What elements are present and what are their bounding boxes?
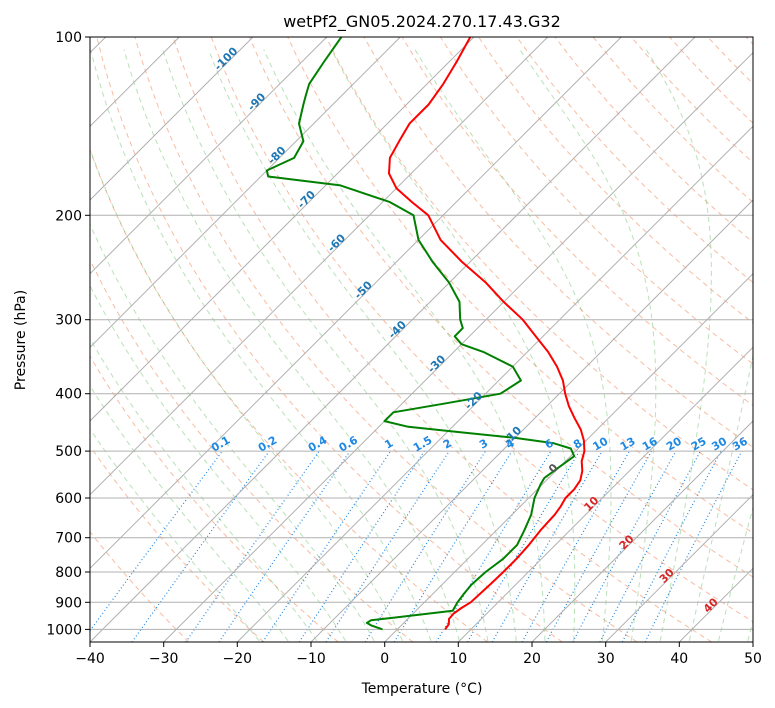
isotherm-line — [90, 37, 475, 422]
x-tick-label: −40 — [75, 651, 105, 667]
y-tick-label: 400 — [55, 387, 82, 403]
mixing-ratio-line — [218, 450, 351, 642]
y-tick-label: 1000 — [46, 622, 82, 638]
mixing-ratio-line — [325, 450, 450, 642]
x-tick-label: −30 — [149, 651, 179, 667]
dewpoint-profile-line — [265, 37, 576, 631]
mixing-ratio-line — [435, 450, 552, 642]
y-tick-label: 600 — [55, 491, 82, 507]
y-tick-label: 900 — [55, 595, 82, 611]
isotherm-line — [457, 346, 753, 642]
dry-adiabat-line — [516, 37, 753, 284]
y-tick-label: 100 — [55, 30, 82, 46]
moist-adiabat-line — [90, 384, 289, 642]
y-axis: 100 200 300 400 500 600 700 800 900 1000 — [46, 30, 90, 638]
mixing-ratio-line — [262, 450, 392, 642]
y-tick-label: 700 — [55, 531, 82, 547]
x-axis-title: Temperature (°C) — [361, 681, 483, 697]
moist-adiabat-line — [263, 49, 546, 641]
mixing-ratio-line — [599, 450, 702, 642]
moist-adiabat-line — [90, 427, 260, 642]
x-axis: −40 −30 −20 −10 0 10 20 30 40 50 — [75, 642, 762, 667]
plot-frame — [89, 36, 754, 643]
isotherm-line — [163, 51, 753, 642]
dry-adiabat-line — [401, 37, 753, 406]
mixing-ratio-line — [572, 450, 677, 642]
temperature-profile-line — [388, 37, 586, 630]
dry-adiabat-line — [439, 37, 753, 365]
y-axis-title: Pressure (hPa) — [13, 290, 29, 390]
mixing-ratio-line — [185, 450, 320, 642]
x-tick-label: 10 — [449, 651, 467, 667]
isotherm-line — [90, 37, 622, 570]
moist-adiabat-line — [330, 49, 576, 641]
x-tick-label: 50 — [744, 651, 762, 667]
mixing-ratio-line — [364, 450, 486, 642]
isotherm-line — [90, 37, 696, 642]
x-tick-label: 0 — [380, 651, 389, 667]
y-tick-label: 300 — [55, 313, 82, 329]
dry-adiabat-line — [210, 37, 753, 623]
plot-background — [90, 37, 753, 642]
mixing-ratio-line — [131, 450, 270, 642]
isotherm-line — [90, 37, 549, 496]
series-layer — [265, 37, 586, 631]
chart-title: wetPf2_GN05.2024.270.17.43.G32 — [283, 12, 561, 32]
dry-adiabat-line — [172, 37, 712, 642]
dry-adiabat-line — [90, 531, 190, 642]
y-tick-label: 200 — [55, 208, 82, 224]
isotherm-line — [310, 199, 753, 642]
y-tick-label: 500 — [55, 444, 82, 460]
dry-adiabat-line — [249, 37, 753, 578]
x-tick-label: 30 — [597, 651, 615, 667]
x-tick-label: −10 — [296, 651, 326, 667]
mixing-ratio-line — [644, 450, 743, 642]
dry-adiabat-line — [90, 355, 339, 642]
dry-adiabat-line — [134, 37, 638, 642]
mixing-ratio-line — [621, 450, 722, 642]
moist-adiabat-line — [90, 49, 432, 641]
moist-adiabat-line — [90, 222, 375, 642]
grid-lines — [90, 37, 753, 642]
background-lines — [90, 37, 753, 642]
moist-adiabat-line — [123, 49, 460, 641]
y-tick-label: 800 — [55, 565, 82, 581]
x-tick-label: 20 — [523, 651, 541, 667]
x-tick-label: −20 — [223, 651, 253, 667]
isotherm-line — [90, 37, 328, 275]
dry-adiabat-line — [90, 445, 264, 642]
moist-adiabat-line — [688, 353, 753, 641]
moist-adiabat-line — [414, 49, 612, 641]
isotherm-line — [90, 37, 254, 201]
isotherm-line — [605, 493, 753, 642]
dry-adiabat-line — [90, 148, 488, 642]
mixing-ratio-line — [298, 450, 425, 642]
mixing-ratio-line — [393, 450, 513, 642]
isotherm-line — [531, 420, 753, 642]
moist-adiabat-line — [162, 49, 489, 641]
isotherm-line — [384, 272, 753, 642]
moist-adiabat-line — [645, 49, 712, 641]
moist-adiabat-line — [519, 49, 657, 641]
mixing-ratio-line — [545, 450, 653, 642]
x-tick-label: 40 — [670, 651, 688, 667]
isotherm-line — [90, 37, 401, 349]
dry-adiabat-line — [96, 37, 563, 642]
isotherm-line — [236, 125, 753, 642]
